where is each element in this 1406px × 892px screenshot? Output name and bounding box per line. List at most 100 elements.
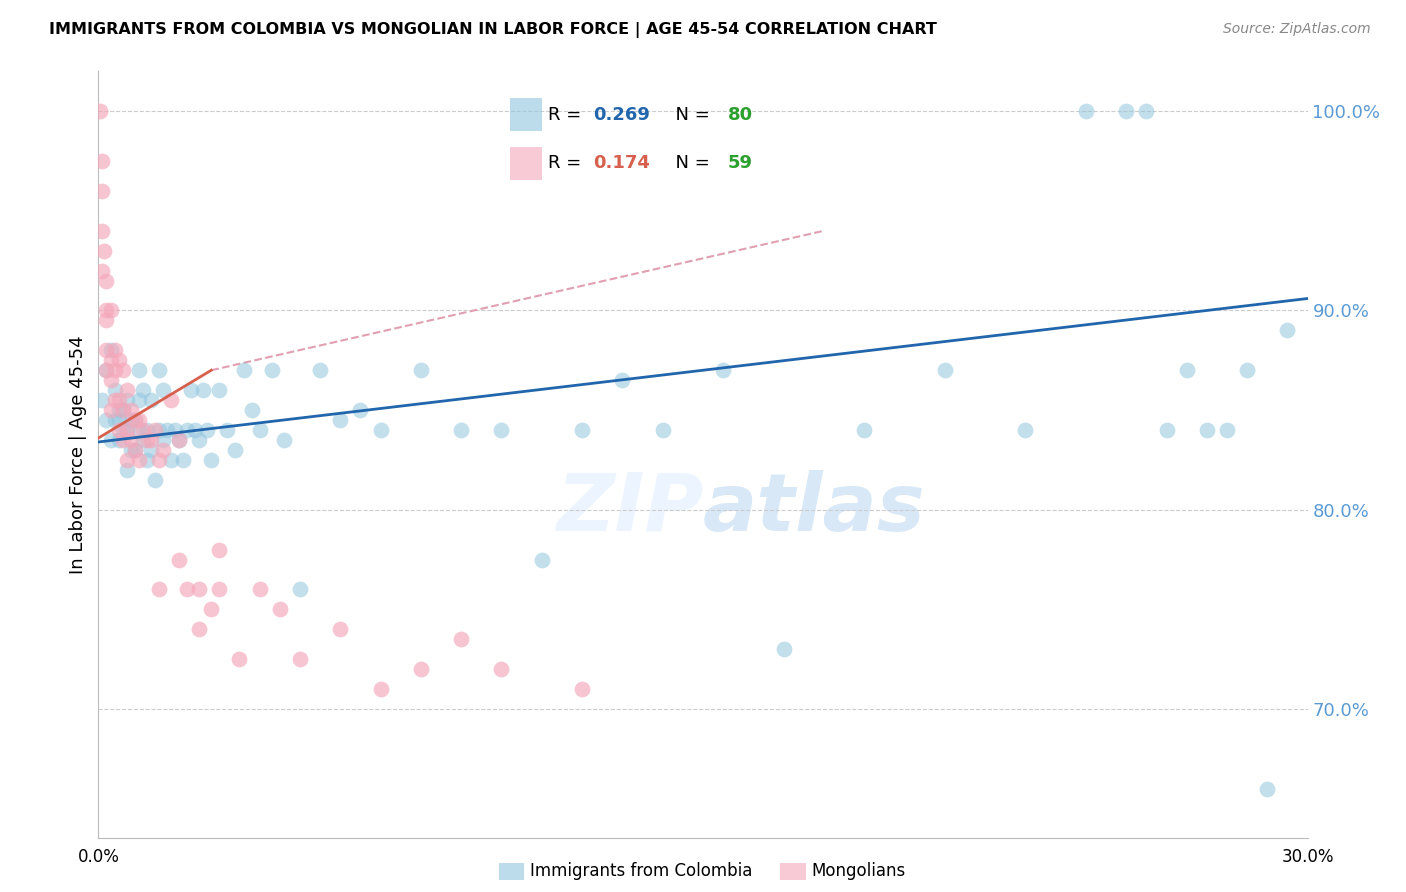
Point (120, 433, 142, 447)
Point (111, 403, 134, 417)
Point (107, 433, 129, 447)
Point (152, 383, 174, 397)
Text: atlas: atlas (703, 469, 925, 548)
Point (172, 453, 194, 467)
Point (370, 423, 392, 437)
Point (160, 393, 183, 408)
Point (91, 263, 114, 277)
Point (152, 442, 174, 457)
Point (135, 423, 157, 437)
Point (135, 453, 157, 467)
Point (934, 363, 956, 377)
Point (107, 423, 129, 437)
Point (103, 363, 125, 377)
Point (124, 442, 146, 457)
Point (491, 423, 513, 437)
Point (103, 383, 125, 397)
Point (156, 423, 179, 437)
Point (107, 353, 129, 368)
Point (124, 413, 146, 427)
Point (309, 363, 332, 377)
Point (96, 274, 118, 288)
Point (103, 393, 125, 408)
Point (115, 463, 138, 477)
Point (96, 363, 118, 377)
Point (107, 413, 129, 427)
Point (1074, 104, 1097, 119)
Point (1195, 423, 1218, 437)
Point (329, 413, 352, 427)
Point (111, 403, 134, 417)
Point (188, 622, 211, 636)
Point (96, 313, 118, 327)
Point (139, 433, 162, 447)
Point (160, 453, 183, 467)
Point (450, 632, 472, 647)
Point (139, 442, 162, 457)
Point (571, 681, 593, 696)
Point (1014, 423, 1036, 437)
Point (148, 363, 170, 377)
Point (450, 423, 472, 437)
Point (180, 383, 202, 397)
Point (100, 403, 122, 417)
Point (91, 224, 114, 238)
Point (111, 363, 134, 377)
Point (115, 453, 138, 467)
Point (107, 393, 129, 408)
Point (530, 552, 553, 566)
Point (128, 413, 150, 427)
Point (91, 154, 114, 169)
Point (100, 303, 122, 318)
Point (139, 393, 162, 408)
Point (711, 363, 734, 377)
Point (853, 423, 876, 437)
Point (232, 363, 254, 377)
Point (115, 423, 138, 437)
Point (120, 413, 142, 427)
Point (260, 363, 283, 377)
Point (120, 403, 142, 417)
Point (208, 542, 231, 557)
Point (124, 413, 146, 427)
Point (651, 423, 673, 437)
Point (167, 552, 190, 566)
Point (200, 453, 222, 467)
Point (91, 184, 114, 198)
Point (1175, 363, 1198, 377)
Point (111, 423, 134, 437)
Point (217, 423, 239, 437)
Point (612, 373, 634, 387)
Point (349, 403, 371, 417)
Point (135, 433, 157, 447)
Point (96, 343, 118, 358)
Text: IMMIGRANTS FROM COLOMBIA VS MONGOLIAN IN LABOR FORCE | AGE 45-54 CORRELATION CHA: IMMIGRANTS FROM COLOMBIA VS MONGOLIAN IN… (49, 22, 936, 38)
Point (1156, 423, 1178, 437)
Point (143, 423, 166, 437)
Point (107, 403, 129, 417)
Point (115, 423, 138, 437)
Point (571, 423, 593, 437)
Point (249, 423, 271, 437)
Point (329, 622, 352, 636)
Point (195, 423, 218, 437)
Point (228, 652, 250, 666)
Point (273, 433, 295, 447)
Point (91, 393, 114, 408)
Point (288, 652, 311, 666)
Point (167, 433, 190, 447)
Point (288, 582, 311, 597)
Point (148, 423, 170, 437)
Point (208, 383, 231, 397)
Point (128, 423, 150, 437)
Point (103, 413, 125, 427)
Point (1135, 104, 1157, 119)
Point (249, 582, 271, 597)
Point (409, 363, 432, 377)
Point (269, 602, 291, 616)
Point (96, 413, 118, 427)
Point (103, 343, 125, 358)
Point (128, 363, 150, 377)
Point (96, 363, 118, 377)
Text: Immigrants from Colombia: Immigrants from Colombia (530, 863, 752, 880)
